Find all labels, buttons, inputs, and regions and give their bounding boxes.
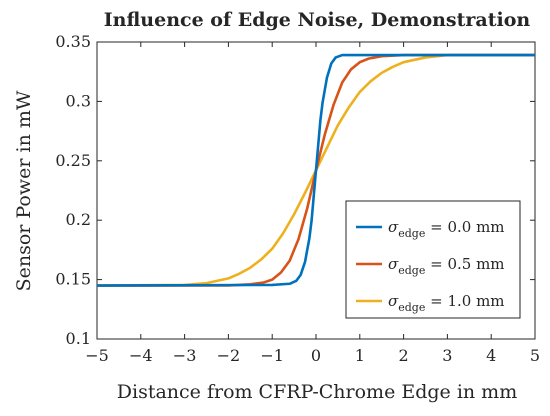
x-tick-label: −2 xyxy=(217,346,241,365)
y-tick-label: 0.2 xyxy=(66,210,91,229)
y-tick-label: 0.25 xyxy=(55,151,91,170)
legend-entry-0: σedge = 0.0 mm xyxy=(388,218,505,240)
y-tick-label: 0.3 xyxy=(66,91,91,110)
legend-entry-2: σedge = 1.0 mm xyxy=(388,292,505,314)
x-tick-label: 0 xyxy=(311,346,321,365)
x-tick-label: −4 xyxy=(129,346,153,365)
y-axis-label: Sensor Power in mW xyxy=(13,90,35,291)
y-tick-label: 0.15 xyxy=(55,270,91,289)
legend-subscript: edge xyxy=(398,264,425,277)
y-tick-label: 0.1 xyxy=(66,329,91,348)
chart-title: Influence of Edge Noise, Demonstration xyxy=(104,9,531,31)
x-tick-label: −5 xyxy=(85,346,109,365)
x-tick-label: 4 xyxy=(486,346,496,365)
legend-sigma: σ xyxy=(388,292,399,310)
axis-ticks: −5 −4 −3 −2 −1 0 1 2 3 4 5 0.1 0.15 0.2 0.25 0.3 0.35 xyxy=(55,32,540,365)
x-axis-label: Distance from CFRP-Chrome Edge in mm xyxy=(117,381,517,403)
legend-subscript: edge xyxy=(398,227,425,240)
legend-value: = 0.5 mm xyxy=(425,255,504,273)
series-lines xyxy=(96,53,535,287)
legend-sigma: σ xyxy=(388,255,399,273)
x-tick-label: −3 xyxy=(173,346,197,365)
x-tick-label: 1 xyxy=(355,346,365,365)
legend-entry-1: σedge = 0.5 mm xyxy=(388,255,505,277)
legend-box xyxy=(345,200,521,319)
legend-subscript: edge xyxy=(398,301,425,314)
legend-sigma: σ xyxy=(388,218,399,236)
y-tick-label: 0.35 xyxy=(55,32,91,51)
x-tick-label: 5 xyxy=(530,346,540,365)
x-tick-label: 3 xyxy=(442,346,452,365)
legend-value: = 0.0 mm xyxy=(425,218,504,236)
legend-value: = 1.0 mm xyxy=(425,292,504,310)
x-tick-label: −1 xyxy=(260,346,284,365)
x-tick-label: 2 xyxy=(399,346,409,365)
series-line-0 xyxy=(96,53,535,287)
